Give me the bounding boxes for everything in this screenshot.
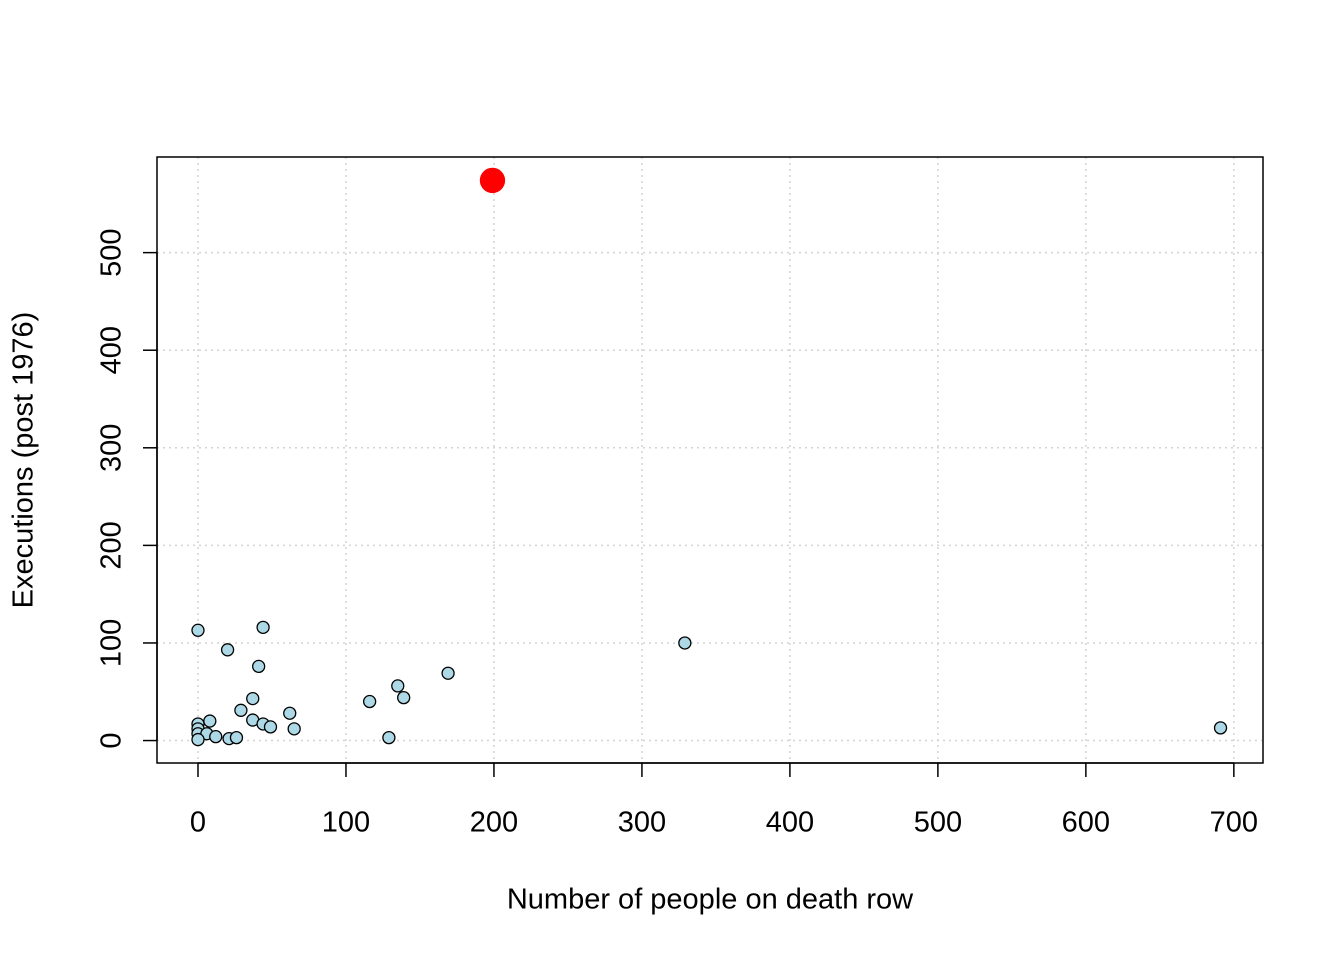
point (234, 703, 248, 717)
plot-frame (156, 156, 1264, 764)
point (256, 620, 270, 635)
y-tick-label: 0 (96, 732, 128, 748)
point (391, 679, 405, 693)
point (203, 714, 217, 728)
point (209, 730, 223, 744)
point (246, 691, 260, 706)
point (678, 636, 692, 650)
point (252, 659, 266, 674)
point (362, 694, 377, 709)
y-tick-label: 300 (96, 424, 128, 472)
point (229, 730, 244, 745)
x-tick-label: 200 (470, 807, 518, 839)
point (220, 643, 235, 657)
y-axis-label: Executions (post 1976) (8, 312, 40, 609)
y-tick-label: 200 (96, 521, 128, 569)
y-tick-label: 400 (96, 326, 128, 374)
point (191, 623, 205, 637)
x-tick-label: 600 (1062, 807, 1110, 839)
x-tick-label: 100 (322, 807, 370, 839)
point (1213, 721, 1228, 735)
point (191, 732, 205, 747)
y-tick-label: 100 (96, 619, 128, 667)
point (263, 720, 278, 734)
point (382, 730, 396, 745)
x-tick-label: 0 (190, 807, 206, 839)
point (283, 706, 297, 720)
point (397, 690, 411, 705)
x-tick-label: 500 (914, 807, 962, 839)
point (287, 722, 301, 736)
x-tick-label: 400 (766, 807, 814, 839)
y-tick-label: 500 (96, 228, 128, 276)
x-tick-label: 700 (1210, 807, 1258, 839)
point (441, 666, 455, 680)
x-tick-label: 300 (618, 807, 666, 839)
point (479, 167, 506, 194)
x-axis-label: Number of people on death row (507, 884, 914, 916)
